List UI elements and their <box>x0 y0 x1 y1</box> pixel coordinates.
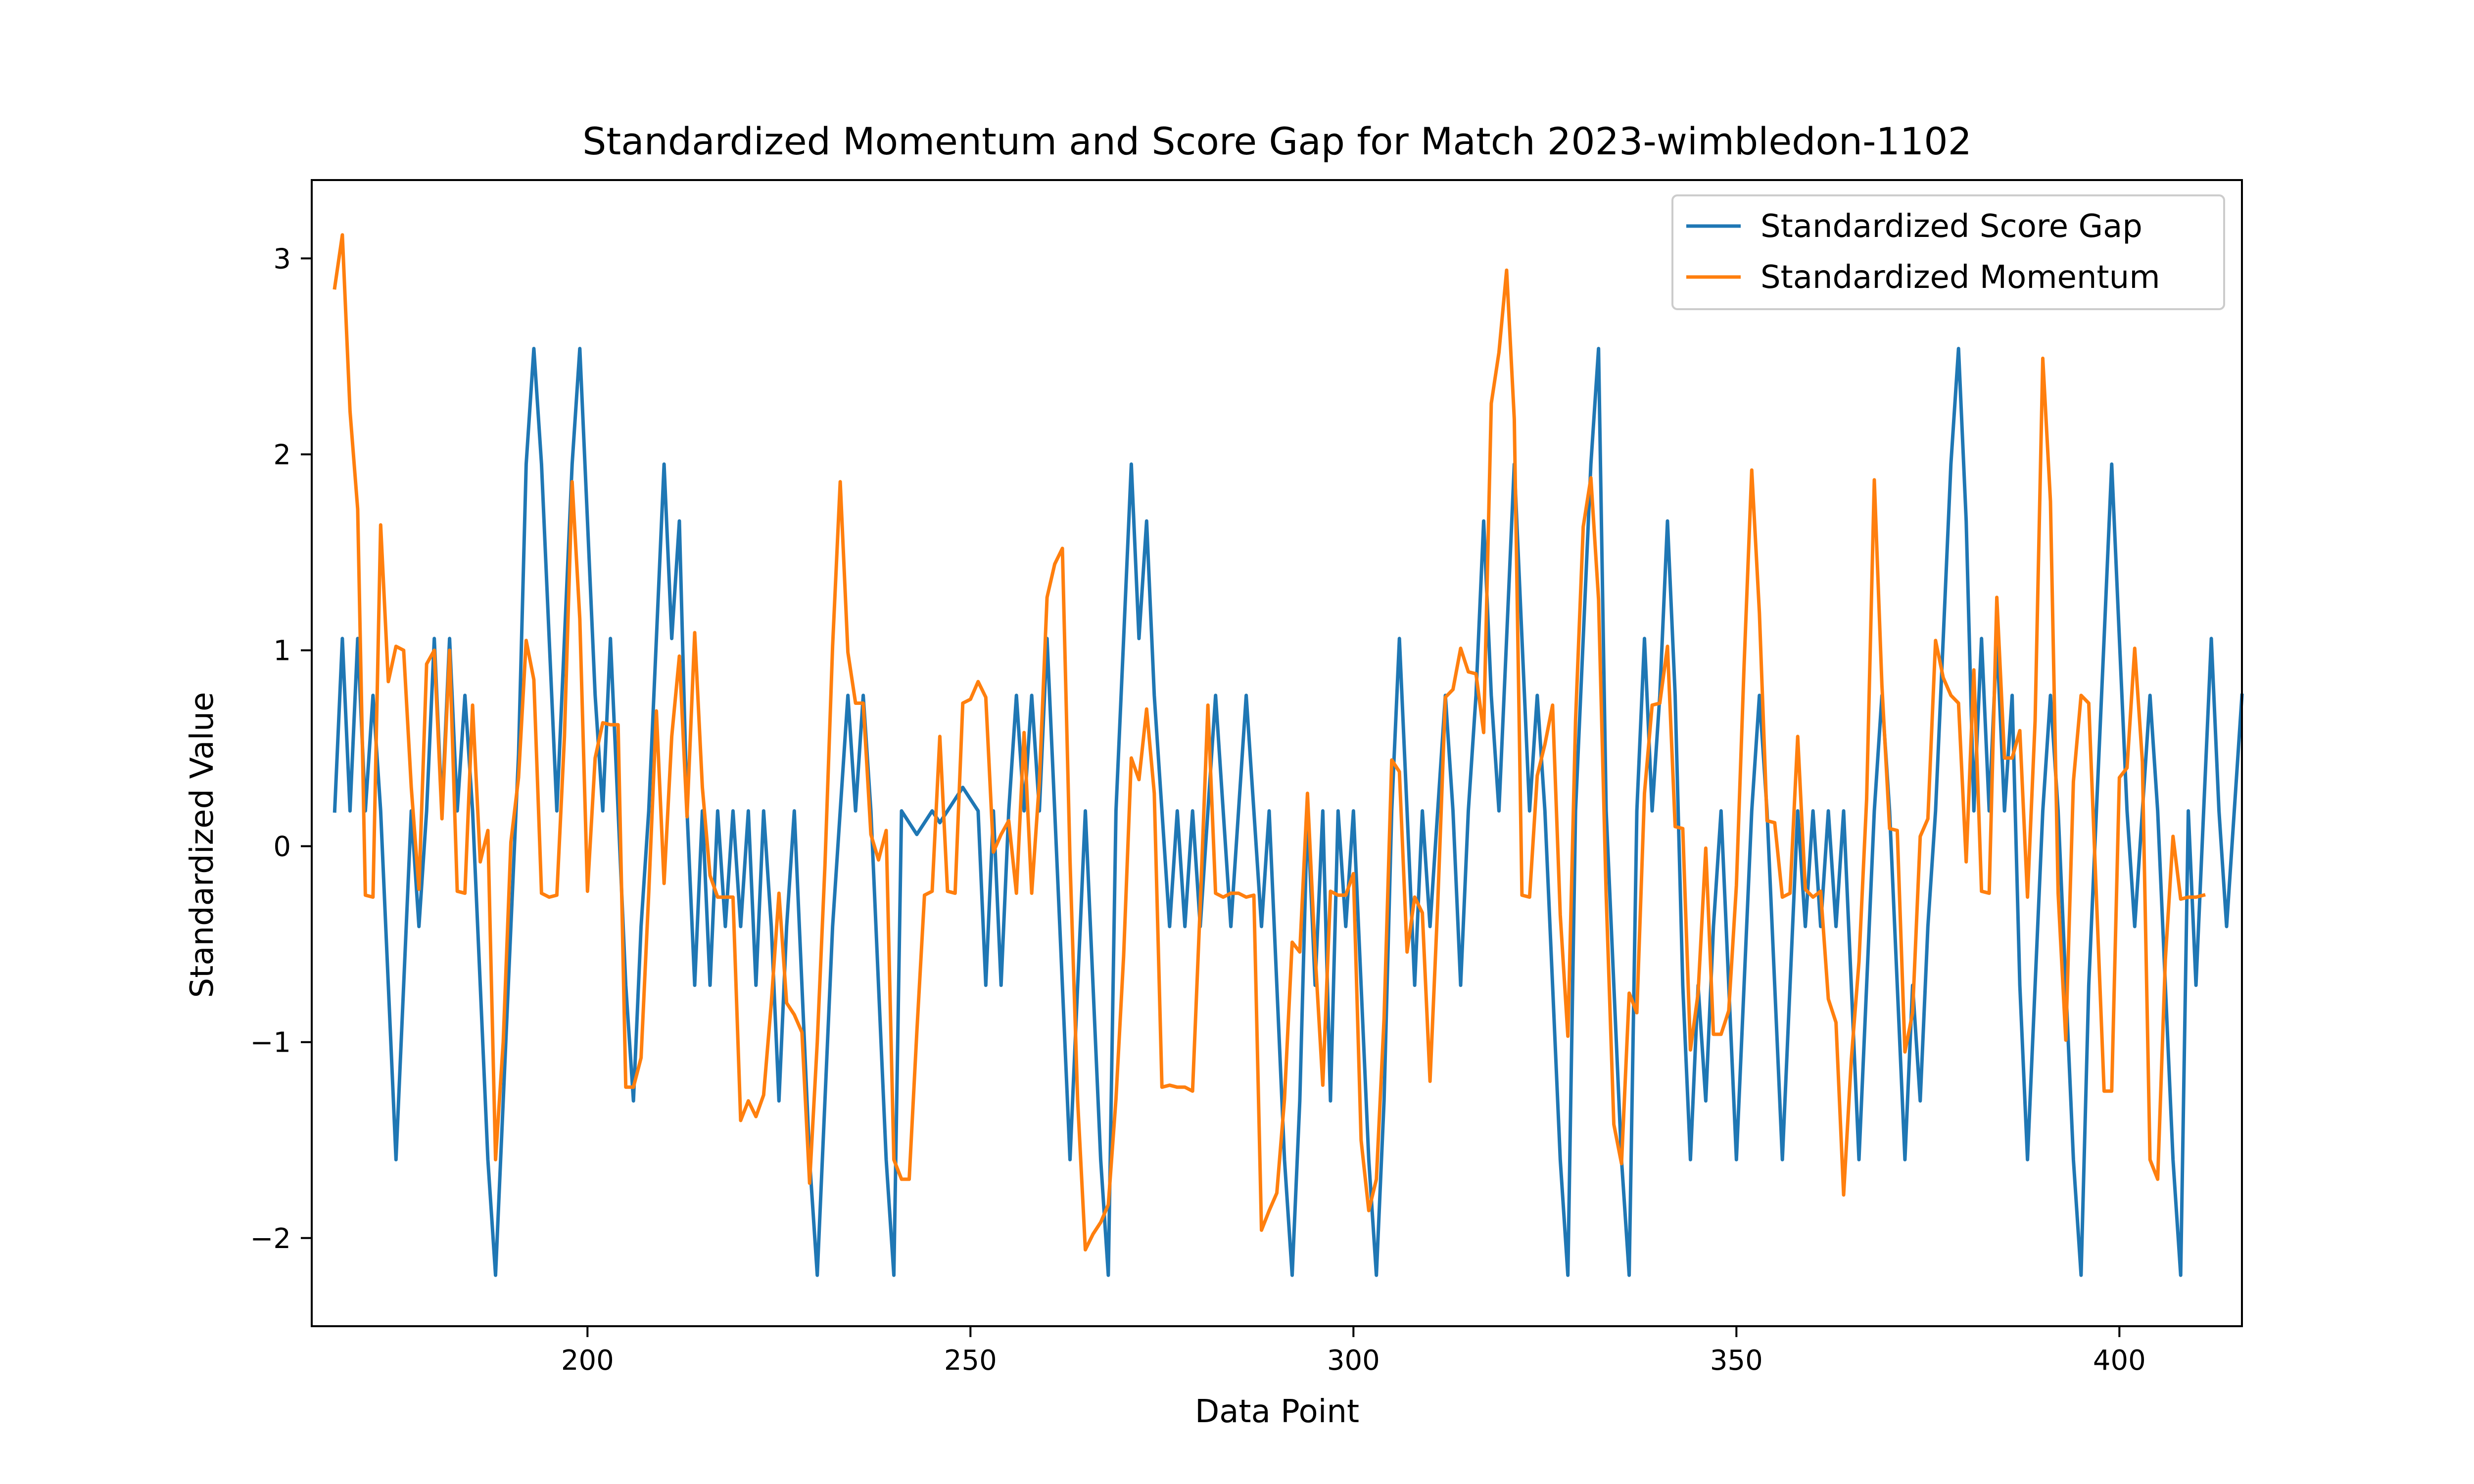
chart-title: Standardized Momentum and Score Gap for … <box>582 119 1972 163</box>
y-tick-label: 3 <box>273 243 291 275</box>
x-axis: 200 250 300 350 400 <box>561 1326 2146 1377</box>
series-line-momentum <box>333 233 2206 1252</box>
series-line-score-gap <box>333 347 2244 1277</box>
x-tick-label: 300 <box>1327 1345 1380 1377</box>
plot-frame <box>311 179 2243 1327</box>
y-axis: −2 −1 0 1 2 3 <box>250 243 312 1255</box>
legend: Standardized Score Gap Standardized Momen… <box>1671 194 2225 310</box>
legend-box <box>1671 194 2225 310</box>
plot-area <box>311 179 2244 1327</box>
legend-label: Standardized Score Gap <box>1760 208 2142 245</box>
y-tick-label: 1 <box>273 635 291 667</box>
x-tick-label: 400 <box>2093 1345 2146 1377</box>
y-axis-label: Standardized Value <box>184 692 221 998</box>
x-tick-label: 250 <box>944 1345 997 1377</box>
x-tick-label: 350 <box>1710 1345 1763 1377</box>
y-tick-label: 0 <box>273 831 291 863</box>
y-tick-label: −2 <box>250 1223 291 1255</box>
x-tick-label: 200 <box>561 1345 614 1377</box>
x-axis-label: Data Point <box>1195 1393 1359 1430</box>
legend-label: Standardized Momentum <box>1760 259 2160 296</box>
y-tick-label: −1 <box>250 1027 291 1059</box>
y-tick-label: 2 <box>273 439 291 471</box>
